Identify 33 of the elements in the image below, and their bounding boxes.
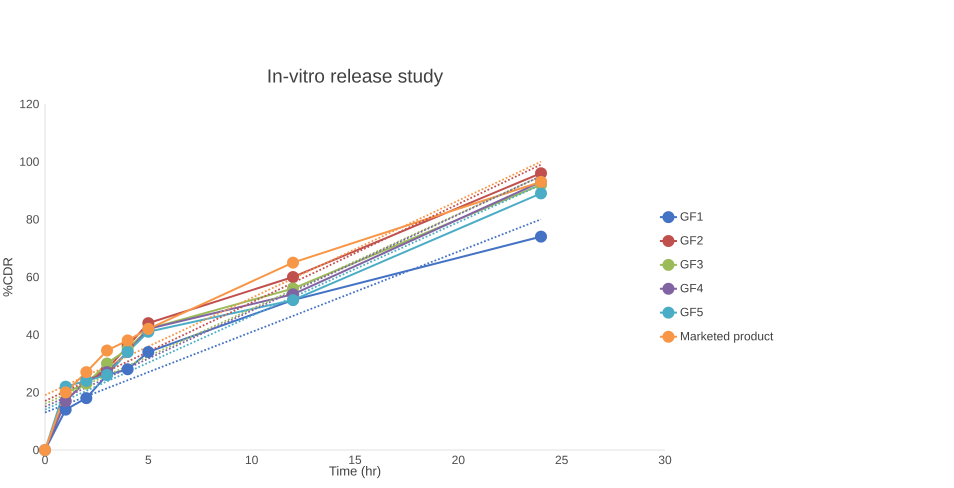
legend-label: GF3 <box>680 260 703 268</box>
x-tick-label: 25 <box>556 456 568 464</box>
point <box>101 344 113 357</box>
y-tick-label: 80 <box>26 215 39 224</box>
legend-label: GF1 <box>680 212 703 221</box>
legend-label: GF2 <box>680 236 703 245</box>
point <box>80 392 92 404</box>
y-tick-label: 40 <box>26 330 39 339</box>
y-tick-label: 120 <box>20 100 39 108</box>
chart-title: In-vitro release study <box>268 68 444 86</box>
legend-label: Marketed product <box>680 332 774 343</box>
y-axis-title: %CDR <box>3 258 12 296</box>
y-tick-label: 20 <box>26 388 39 397</box>
point <box>535 230 547 243</box>
x-tick-label: 5 <box>145 456 152 464</box>
y-tick-label: 100 <box>20 157 39 166</box>
point <box>287 271 300 283</box>
y-tick-label: 60 <box>26 272 39 282</box>
legend-label: GF5 <box>680 308 703 316</box>
point <box>122 363 134 376</box>
point <box>287 256 300 269</box>
x-tick-label: 0 <box>42 456 48 464</box>
x-tick-label: 20 <box>452 456 465 464</box>
x-tick-label: 30 <box>658 456 672 464</box>
point <box>122 334 134 346</box>
point <box>535 187 547 200</box>
point <box>80 366 92 378</box>
point <box>142 346 154 358</box>
y-tick-label: 0 <box>33 446 39 454</box>
legend-label: GF4 <box>680 284 703 292</box>
x-axis-title: Time (hr) <box>329 466 380 478</box>
x-tick-label: 10 <box>246 456 258 464</box>
x-tick-label: 15 <box>349 456 362 464</box>
